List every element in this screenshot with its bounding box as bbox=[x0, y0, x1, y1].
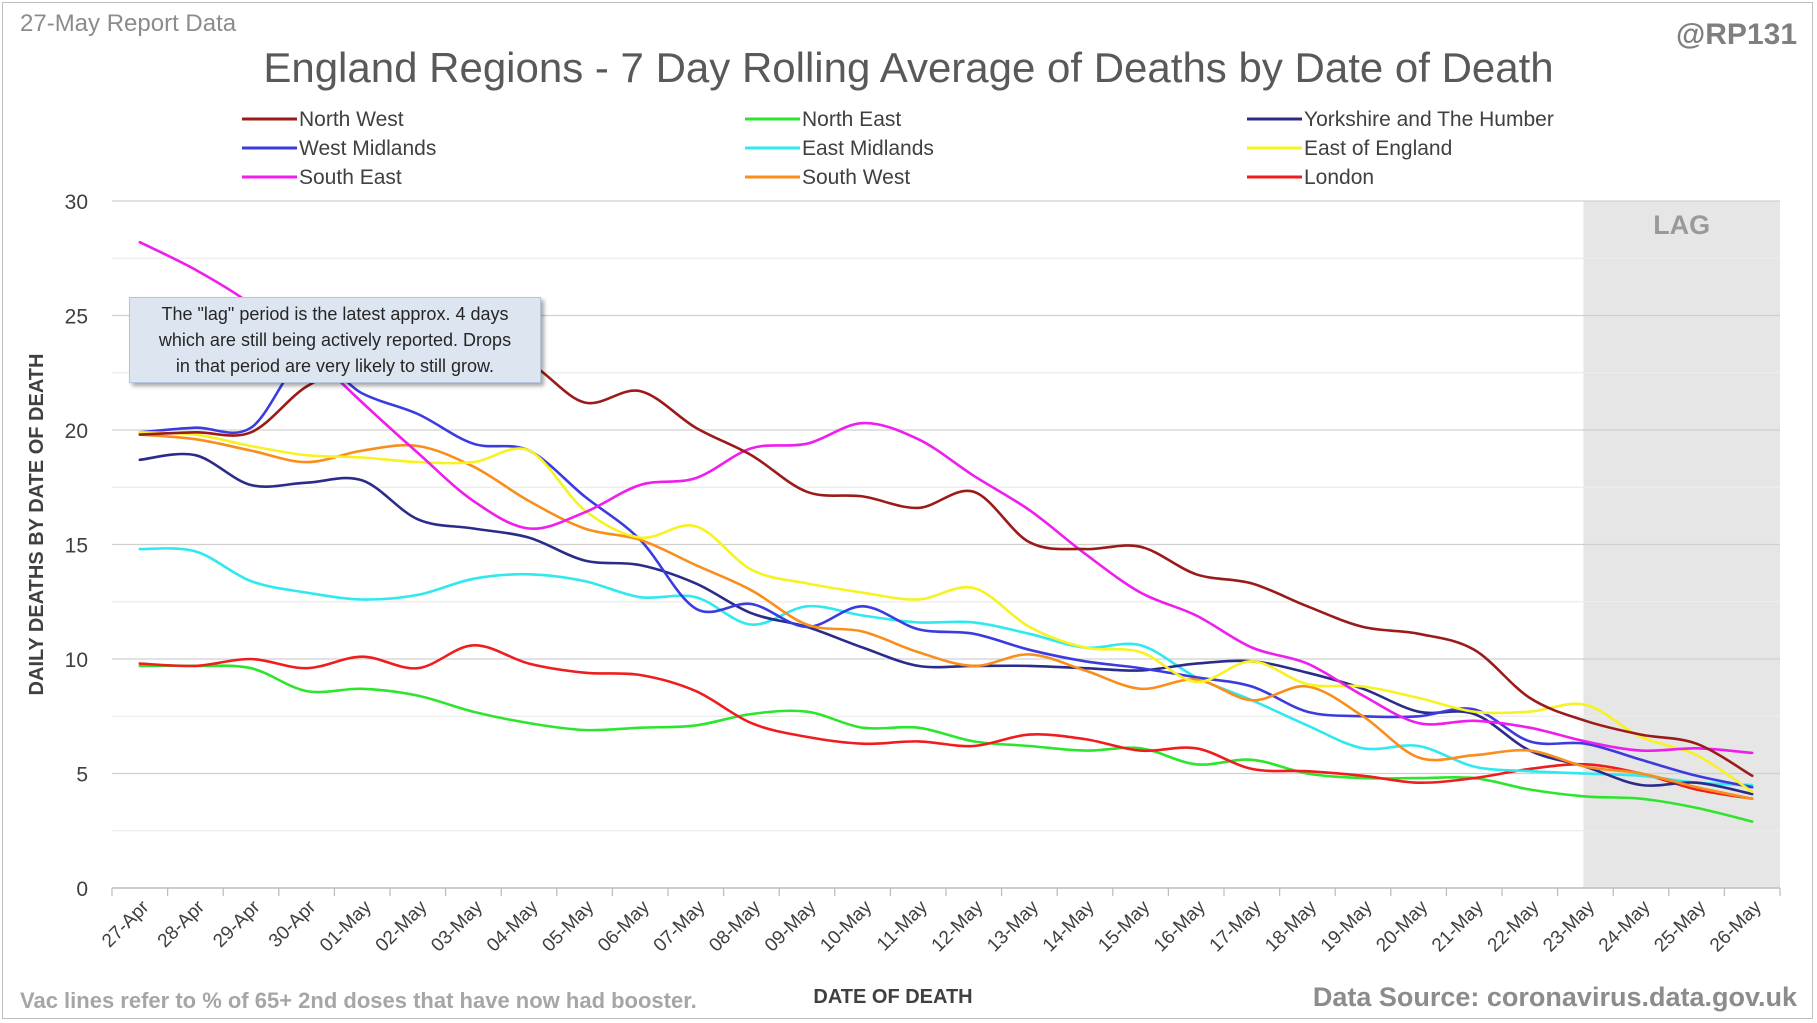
y-tick-label: 25 bbox=[65, 306, 88, 329]
x-tick-label: 01-May bbox=[316, 896, 376, 956]
x-tick-label: 07-May bbox=[650, 896, 710, 956]
legend-label-south-west: South West bbox=[802, 166, 910, 189]
x-tick-label: 10-May bbox=[816, 896, 876, 956]
data-source: Data Source: coronavirus.data.gov.uk bbox=[1312, 982, 1797, 1012]
annotation-line-3: in that period are very likely to still … bbox=[175, 356, 495, 376]
footer-note: Vac lines refer to % of 65+ 2nd doses th… bbox=[20, 988, 697, 1013]
y-axis-title: DAILY DEATHS BY DATE OF DEATH bbox=[26, 354, 48, 696]
author-handle: @RP131 bbox=[1676, 18, 1797, 51]
x-tick-label: 27-Apr bbox=[98, 896, 154, 952]
report-date-label: 27-May Report Data bbox=[20, 10, 237, 37]
x-tick-label: 30-Apr bbox=[265, 896, 321, 952]
legend-label-north-west: North West bbox=[299, 108, 404, 131]
legend-label-east-of-england: East of England bbox=[1304, 137, 1452, 160]
legend-label-east-midlands: East Midlands bbox=[802, 137, 934, 160]
x-tick-label: 02-May bbox=[372, 896, 432, 956]
x-tick-label: 16-May bbox=[1150, 896, 1210, 956]
x-tick-label: 28-Apr bbox=[154, 896, 210, 952]
x-tick-label: 12-May bbox=[928, 896, 988, 956]
x-tick-label: 29-Apr bbox=[209, 896, 265, 952]
legend-label-yorkshire-and-the-humber: Yorkshire and The Humber bbox=[1304, 108, 1554, 131]
legend-label-north-east: North East bbox=[802, 108, 901, 131]
series-line-south-east bbox=[138, 240, 1754, 755]
annotation-line-2: which are still being actively reported.… bbox=[158, 330, 512, 350]
x-tick-label: 17-May bbox=[1206, 896, 1266, 956]
x-tick-label: 14-May bbox=[1039, 896, 1099, 956]
series-line-east-midlands bbox=[138, 547, 1754, 787]
series-line-london bbox=[138, 643, 1754, 800]
series-line-yorkshire-and-the-humber bbox=[138, 452, 1754, 796]
lag-label: LAG bbox=[1653, 210, 1710, 240]
x-tick-label: 19-May bbox=[1317, 896, 1377, 956]
x-tick-label: 25-May bbox=[1650, 896, 1710, 956]
series-line-east-of-england bbox=[138, 431, 1754, 794]
legend-label-south-east: South East bbox=[299, 166, 402, 189]
y-tick-label: 15 bbox=[65, 535, 88, 558]
x-tick-label: 18-May bbox=[1261, 896, 1321, 956]
y-tick-label: 30 bbox=[65, 191, 88, 214]
legend-label-west-midlands: West Midlands bbox=[299, 137, 436, 160]
y-tick-label: 10 bbox=[65, 649, 88, 672]
legend-label-london: London bbox=[1304, 166, 1374, 189]
lag-annotation-box: The "lag" period is the latest approx. 4… bbox=[129, 297, 541, 383]
x-tick-label: 05-May bbox=[538, 896, 598, 956]
x-tick-label: 06-May bbox=[594, 896, 654, 956]
y-tick-label: 5 bbox=[76, 764, 88, 787]
x-tick-label: 24-May bbox=[1595, 896, 1655, 956]
x-tick-label: 22-May bbox=[1484, 896, 1544, 956]
x-tick-label: 21-May bbox=[1428, 896, 1488, 956]
annotation-line-1: The "lag" period is the latest approx. 4… bbox=[161, 304, 509, 324]
y-tick-label: 20 bbox=[65, 420, 88, 443]
x-tick-label: 09-May bbox=[761, 896, 821, 956]
y-tick-label: 0 bbox=[76, 878, 88, 901]
x-tick-label: 11-May bbox=[873, 896, 932, 955]
x-tick-label: 23-May bbox=[1539, 896, 1599, 956]
series-line-west-midlands bbox=[138, 354, 1754, 789]
x-tick-label: 26-May bbox=[1706, 896, 1766, 956]
x-axis-title: DATE OF DEATH bbox=[813, 986, 972, 1008]
x-tick-label: 03-May bbox=[427, 896, 487, 956]
x-tick-label: 13-May bbox=[983, 896, 1043, 956]
series-line-south-west bbox=[138, 433, 1754, 800]
x-tick-label: 20-May bbox=[1372, 896, 1432, 956]
x-tick-label: 08-May bbox=[705, 896, 765, 956]
chart-title: England Regions - 7 Day Rolling Average … bbox=[263, 44, 1554, 91]
x-tick-label: 04-May bbox=[483, 896, 543, 956]
x-tick-label: 15-May bbox=[1094, 896, 1154, 956]
